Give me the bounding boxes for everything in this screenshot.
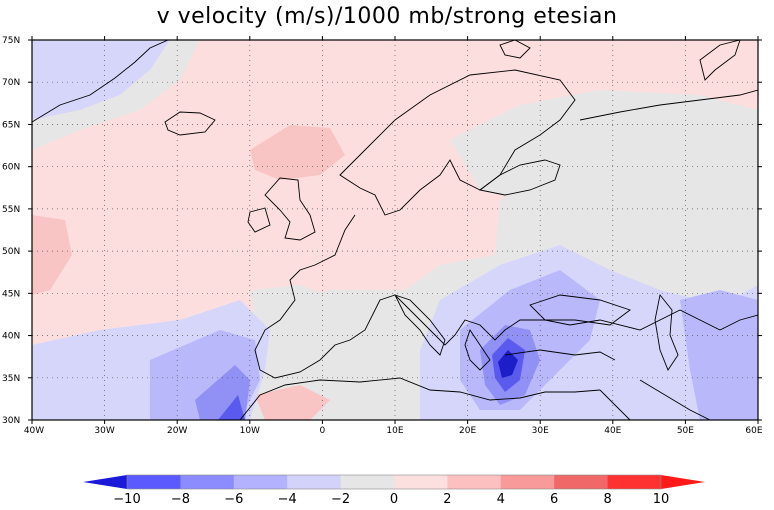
colorbar: −10 −8 −6 −4 −2 0 2 4 6 8 10 xyxy=(83,474,705,507)
field-negative-greenland xyxy=(32,40,170,120)
colorbar-swatch xyxy=(394,475,448,489)
lat-label: 30N xyxy=(2,416,20,426)
lat-label: 55N xyxy=(2,205,20,215)
field-negative-atlantic-core xyxy=(218,395,245,420)
colorbar-label: 2 xyxy=(443,492,451,507)
latitude-labels: 30N 35N 40N 45N 50N 55N 60N 65N 70N 75N xyxy=(2,36,20,426)
colorbar-label: 6 xyxy=(550,492,558,507)
lon-label: 10E xyxy=(386,426,403,436)
colorbar-label: 10 xyxy=(653,492,670,507)
colorbar-max-arrow xyxy=(661,475,705,489)
graticule xyxy=(32,40,758,420)
lon-label: 20E xyxy=(459,426,476,436)
colorbar-min-arrow xyxy=(83,475,127,489)
lat-label: 75N xyxy=(2,36,20,46)
colorbar-label: −8 xyxy=(171,492,190,507)
lon-label: 0 xyxy=(320,426,326,436)
field-neutral-scandinavia xyxy=(450,90,758,200)
colorbar-swatch xyxy=(233,475,288,489)
colorbar-label: 4 xyxy=(497,492,505,507)
colorbar-label: 0 xyxy=(390,492,398,507)
field-positive-west xyxy=(32,215,72,295)
colorbar-label: −4 xyxy=(278,492,297,507)
lon-label: 40W xyxy=(24,426,44,436)
colorbar-frame xyxy=(126,474,662,490)
field-neutral-greenland-edge xyxy=(32,40,200,150)
lat-label: 50N xyxy=(2,247,20,257)
lat-label: 65N xyxy=(2,120,20,130)
lat-label: 70N xyxy=(2,78,20,88)
lat-label: 40N xyxy=(2,332,20,342)
lon-label: 10W xyxy=(240,426,260,436)
colorbar-swatch xyxy=(500,475,555,489)
colorbar-swatch xyxy=(340,475,395,489)
map-title: v velocity (m/s)/1000 mb/strong etesian xyxy=(156,4,618,29)
colorbar-label: −6 xyxy=(224,492,243,507)
axis-ticks xyxy=(28,36,762,424)
colorbar-swatch xyxy=(554,475,609,489)
colorbar-swatch xyxy=(180,475,235,489)
colorbar-label: 8 xyxy=(603,492,611,507)
field-negative-aegean-core xyxy=(498,350,518,378)
lon-label: 20W xyxy=(167,426,187,436)
colorbar-label: −2 xyxy=(331,492,350,507)
colorbar-label: −10 xyxy=(113,492,140,507)
field-positive-norwegian-sea xyxy=(250,125,345,180)
field-negative-east xyxy=(680,290,758,420)
lon-label: 30E xyxy=(532,426,549,436)
lon-label: 50E xyxy=(677,426,694,436)
colorbar-swatch xyxy=(127,475,181,489)
field-positive-morocco xyxy=(255,385,330,420)
lat-label: 35N xyxy=(2,374,20,384)
lat-label: 45N xyxy=(2,289,20,299)
colorbar-swatch xyxy=(447,475,502,489)
lon-label: 30W xyxy=(94,426,114,436)
lon-label: 60E xyxy=(745,426,762,436)
lat-label: 60N xyxy=(2,163,20,173)
longitude-labels: 40W 30W 20W 10W 0 10E 20E 30E 40E 50E 60E xyxy=(24,426,763,436)
field-neutral-iberia xyxy=(250,285,340,360)
colorbar-swatch xyxy=(607,475,662,489)
colorbar-swatch xyxy=(287,475,342,489)
lon-label: 40E xyxy=(604,426,621,436)
